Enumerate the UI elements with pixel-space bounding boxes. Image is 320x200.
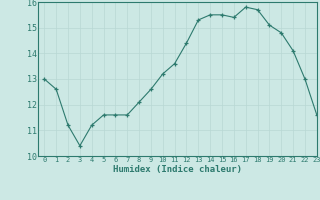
X-axis label: Humidex (Indice chaleur): Humidex (Indice chaleur)	[113, 165, 242, 174]
